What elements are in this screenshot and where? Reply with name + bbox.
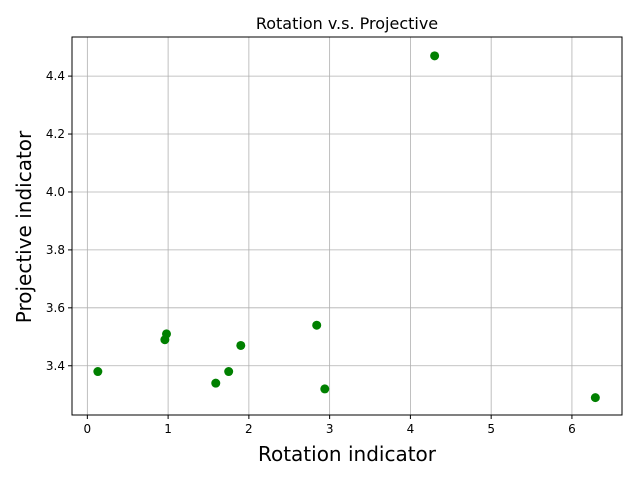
data-point (224, 367, 234, 377)
y-tick-label: 4.2 (46, 127, 65, 141)
x-tick-label: 5 (487, 422, 495, 436)
x-tick-label: 1 (164, 422, 172, 436)
y-tick-label: 4.4 (46, 69, 65, 83)
chart-title: Rotation v.s. Projective (256, 14, 438, 33)
x-tick-label: 4 (407, 422, 415, 436)
data-point (211, 378, 221, 388)
y-tick-label: 3.8 (46, 243, 65, 257)
data-point (236, 340, 246, 350)
data-point (320, 384, 330, 394)
y-tick-label: 3.6 (46, 301, 65, 315)
x-tick-label: 6 (568, 422, 576, 436)
x-tick-label: 3 (326, 422, 334, 436)
grid-lines (72, 37, 622, 415)
x-tick-label: 2 (245, 422, 253, 436)
y-tick-label: 3.4 (46, 359, 65, 373)
data-points (93, 51, 600, 403)
data-point (312, 320, 322, 330)
plot-frame (71, 36, 623, 416)
data-point (161, 329, 171, 339)
data-point (590, 393, 600, 403)
axis-ticks: 0 1 2 3 4 5 6 3.4 3.6 3.8 4.0 4.2 4.4 (46, 69, 576, 436)
data-point (430, 51, 440, 61)
data-point (93, 367, 103, 377)
y-tick-label: 4.0 (46, 185, 65, 199)
y-axis-label: Projective indicator (12, 130, 36, 323)
x-tick-label: 0 (84, 422, 92, 436)
x-axis-label: Rotation indicator (258, 442, 437, 466)
